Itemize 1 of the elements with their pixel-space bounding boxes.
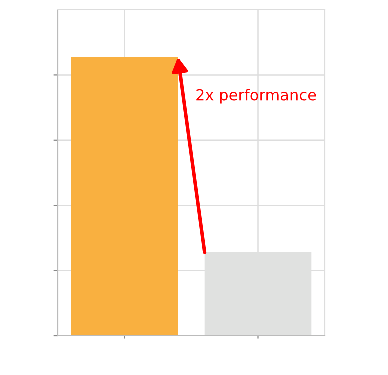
- annotation: 2x performance: [196, 88, 316, 104]
